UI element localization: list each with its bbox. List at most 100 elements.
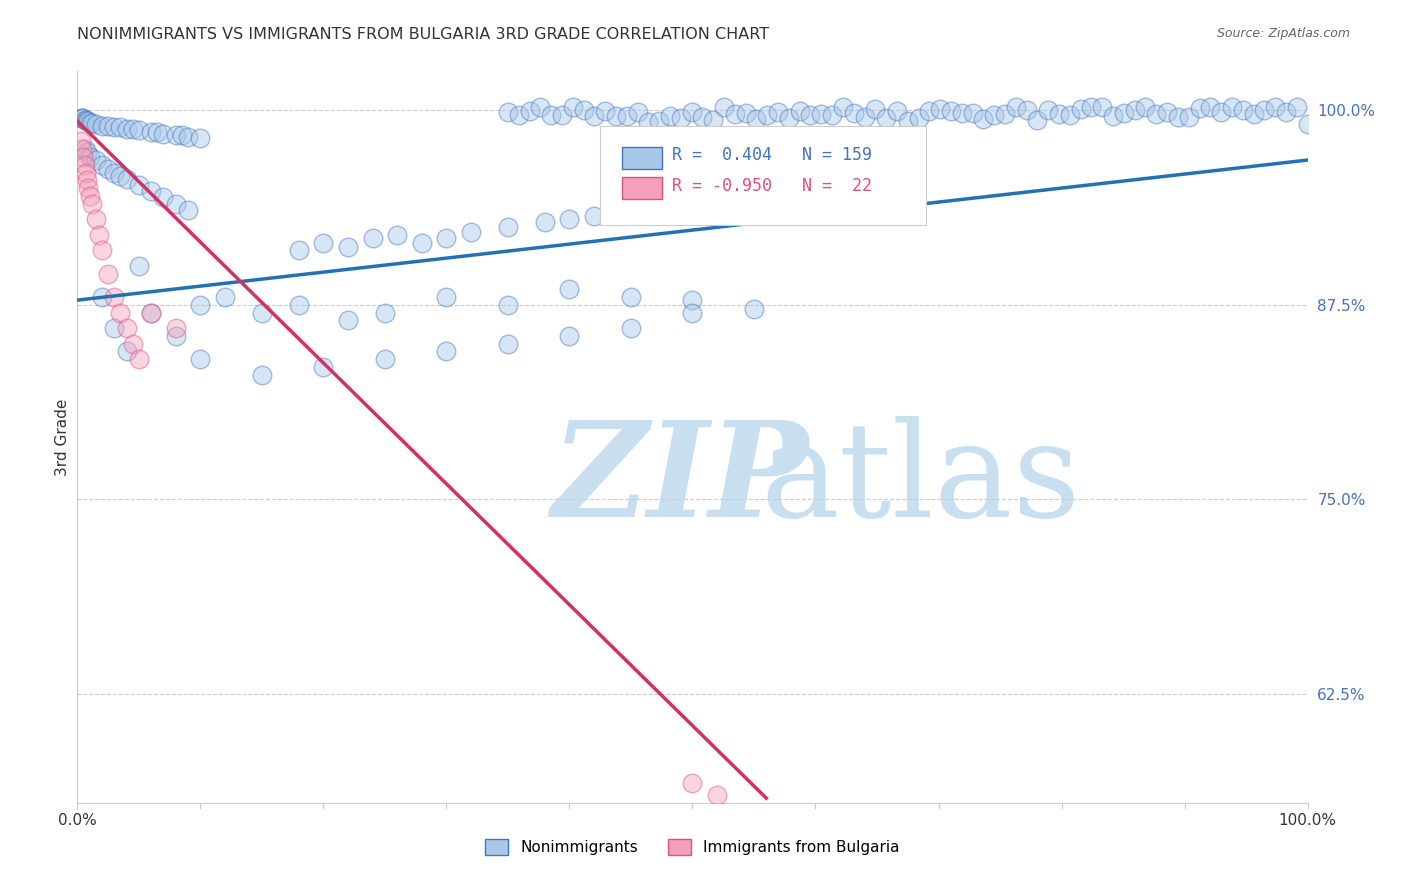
Point — [73, 112, 96, 127]
Point — [540, 108, 562, 122]
Point — [90, 290, 114, 304]
Point — [929, 102, 952, 116]
Point — [115, 321, 138, 335]
Text: NONIMMIGRANTS VS IMMIGRANTS FROM BULGARIA 3RD GRADE CORRELATION CHART: NONIMMIGRANTS VS IMMIGRANTS FROM BULGARI… — [77, 27, 769, 42]
Point — [73, 158, 96, 172]
Point — [669, 111, 692, 125]
Point — [534, 215, 557, 229]
Point — [76, 173, 98, 187]
Text: R = -0.950   N =  22: R = -0.950 N = 22 — [672, 178, 872, 195]
Point — [128, 259, 150, 273]
Point — [734, 105, 756, 120]
Point — [115, 344, 138, 359]
Point — [583, 109, 606, 123]
Point — [799, 108, 821, 122]
Point — [1232, 103, 1254, 117]
Point — [1188, 101, 1211, 115]
Point — [789, 103, 811, 118]
Point — [110, 169, 132, 183]
Point — [558, 282, 581, 296]
Text: ZIP: ZIP — [551, 417, 808, 546]
Point — [110, 120, 132, 135]
Point — [659, 109, 682, 123]
Point — [742, 302, 765, 317]
Point — [115, 171, 138, 186]
Y-axis label: 3rd Grade: 3rd Grade — [55, 399, 70, 475]
Point — [950, 105, 973, 120]
Point — [115, 122, 138, 136]
Point — [188, 298, 212, 312]
Point — [637, 115, 659, 129]
Point — [141, 305, 163, 319]
Point — [90, 244, 114, 258]
Point — [79, 189, 101, 203]
Point — [616, 109, 638, 123]
Point — [250, 305, 273, 319]
Point — [1167, 110, 1189, 124]
Point — [79, 116, 101, 130]
Point — [810, 107, 832, 121]
Point — [766, 105, 789, 120]
Point — [1102, 109, 1125, 123]
Point — [561, 100, 583, 114]
Point — [152, 190, 174, 204]
Point — [496, 104, 519, 119]
Point — [897, 114, 920, 128]
Point — [312, 359, 335, 374]
Point — [1070, 102, 1092, 116]
Point — [103, 290, 125, 304]
Point — [508, 108, 530, 122]
Point — [141, 305, 163, 319]
Point — [103, 120, 125, 135]
Point — [70, 135, 93, 149]
Point — [374, 305, 396, 319]
Point — [939, 104, 962, 119]
Point — [886, 104, 908, 119]
Point — [1059, 108, 1081, 122]
Point — [1243, 107, 1265, 121]
Point — [312, 235, 335, 250]
Point — [1199, 100, 1222, 114]
Point — [90, 119, 114, 133]
FancyBboxPatch shape — [623, 146, 662, 169]
Point — [97, 119, 120, 133]
Point — [1026, 113, 1049, 128]
Point — [583, 209, 606, 223]
Point — [1275, 104, 1298, 119]
Point — [620, 204, 643, 219]
Point — [1004, 100, 1026, 114]
Point — [152, 127, 174, 141]
Point — [496, 298, 519, 312]
Point — [994, 107, 1017, 121]
Point — [77, 114, 100, 128]
Point — [1015, 103, 1038, 118]
Point — [842, 105, 865, 120]
Point — [84, 117, 107, 131]
Point — [1296, 117, 1319, 131]
Point — [706, 788, 728, 802]
Point — [73, 142, 96, 156]
Point — [121, 122, 143, 136]
Point — [821, 108, 844, 122]
Point — [558, 212, 581, 227]
Point — [853, 111, 876, 125]
Point — [436, 344, 458, 359]
Point — [1264, 100, 1286, 114]
Point — [170, 128, 193, 143]
Point — [337, 313, 360, 327]
Point — [692, 111, 714, 125]
Point — [724, 107, 747, 121]
Point — [436, 290, 458, 304]
Point — [77, 181, 100, 195]
Point — [141, 184, 163, 198]
Point — [1112, 106, 1135, 120]
Point — [682, 305, 704, 319]
Point — [745, 112, 768, 127]
Point — [572, 103, 595, 117]
Point — [128, 352, 150, 367]
Point — [1253, 103, 1275, 117]
Point — [1220, 100, 1243, 114]
FancyBboxPatch shape — [623, 178, 662, 199]
Point — [75, 165, 97, 179]
Point — [70, 111, 93, 125]
